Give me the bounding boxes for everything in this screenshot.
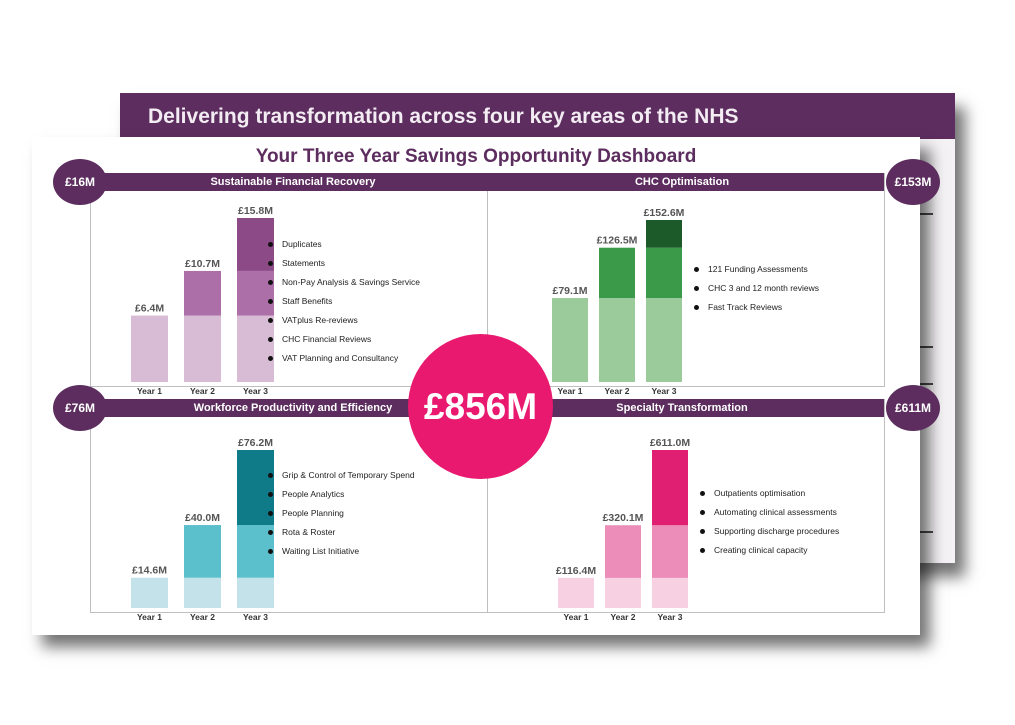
bar-value-label: £76.2M bbox=[238, 437, 273, 449]
initiative-item: People Planning bbox=[268, 508, 415, 527]
bar-chart: £6.4M Year 1 £10.7M Year 2 £15.8M Year 3 bbox=[131, 205, 274, 396]
bar-segment bbox=[646, 298, 682, 382]
quadrant-total-badge: £76M bbox=[53, 385, 107, 431]
bar-value-label: £40.0M bbox=[185, 512, 220, 524]
bar-segment bbox=[605, 525, 641, 578]
year-axis-label: Year 3 bbox=[651, 386, 676, 396]
bar-chart: £79.1M Year 1 £126.5M Year 2 £152.6M Year 3 bbox=[552, 207, 685, 396]
initiative-item: Statements bbox=[268, 258, 420, 277]
bar-value-label: £152.6M bbox=[644, 207, 685, 219]
year-axis-label: Year 1 bbox=[563, 612, 588, 622]
quadrant-workforce-productivity: Workforce Productivity and Efficiency £7… bbox=[53, 385, 495, 622]
quadrant-total-badge: £611M bbox=[886, 385, 940, 431]
initiative-list: Outpatients optimisation Automating clini… bbox=[700, 488, 839, 564]
savings-dashboard: Your Three Year Savings Opportunity Dash… bbox=[32, 137, 940, 635]
quadrant-total-badge: £153M bbox=[886, 159, 940, 205]
bar-value-label: £10.7M bbox=[185, 258, 220, 270]
bar-segment bbox=[237, 218, 274, 271]
quadrant-specialty-transformation: Specialty Transformation £611M £116.4M Ye… bbox=[480, 385, 940, 622]
bar-segment bbox=[558, 577, 594, 608]
year-axis-label: Year 2 bbox=[610, 612, 635, 622]
bar-segment bbox=[599, 247, 635, 299]
bar-segment bbox=[652, 577, 688, 608]
bar-segment bbox=[184, 577, 221, 608]
initiative-item: Outpatients optimisation bbox=[700, 488, 839, 507]
bar-value-label: £15.8M bbox=[238, 205, 273, 217]
quadrant-border bbox=[487, 399, 885, 613]
total-savings-badge: £856M bbox=[408, 334, 553, 479]
bar-segment bbox=[131, 315, 168, 382]
bar-segment bbox=[646, 247, 682, 299]
bar-segment bbox=[184, 525, 221, 578]
initiative-item: Grip & Control of Temporary Spend bbox=[268, 470, 415, 489]
bar-value-label: £116.4M bbox=[556, 565, 597, 577]
bar-segment bbox=[131, 577, 168, 608]
initiative-item: CHC 3 and 12 month reviews bbox=[694, 283, 819, 302]
bar-segment bbox=[652, 450, 688, 526]
initiative-item: Fast Track Reviews bbox=[694, 302, 819, 321]
year-axis-label: Year 3 bbox=[243, 612, 268, 622]
bar-segment bbox=[652, 525, 688, 578]
quadrant-total-badge: £16M bbox=[53, 159, 107, 205]
dashboard-title: Your Three Year Savings Opportunity Dash… bbox=[255, 146, 697, 167]
initiative-item: CHC Financial Reviews bbox=[268, 334, 420, 353]
initiative-item: Duplicates bbox=[268, 239, 420, 258]
bar-segment bbox=[237, 577, 274, 608]
quadrant-chc-optimisation: CHC Optimisation £153M £79.1M Year 1 £126.… bbox=[480, 159, 940, 396]
quadrant-header: Workforce Productivity and Efficiency bbox=[91, 399, 495, 417]
bar-segment bbox=[599, 298, 635, 382]
bar-segment bbox=[237, 270, 274, 316]
bar-value-label: £79.1M bbox=[552, 285, 587, 297]
bar-segment bbox=[605, 577, 641, 608]
initiative-item: Rota & Roster bbox=[268, 527, 415, 546]
background-slide-title: Delivering transformation across four ke… bbox=[148, 105, 739, 128]
quadrant-header: Sustainable Financial Recovery bbox=[91, 173, 495, 191]
year-axis-label: Year 3 bbox=[243, 386, 268, 396]
initiative-list: Duplicates Statements Non-Pay Analysis & S… bbox=[268, 239, 420, 372]
bar-segment bbox=[237, 315, 274, 382]
initiative-list: Grip & Control of Temporary Spend People … bbox=[268, 470, 415, 565]
initiative-item: People Analytics bbox=[268, 489, 415, 508]
initiative-list: 121 Funding Assessments CHC 3 and 12 mont… bbox=[694, 264, 819, 321]
year-axis-label: Year 1 bbox=[557, 386, 582, 396]
bar-segment bbox=[237, 450, 274, 526]
bar-segment bbox=[184, 270, 221, 316]
initiative-item: Supporting discharge procedures bbox=[700, 526, 839, 545]
bar-segment bbox=[646, 220, 682, 248]
bar-chart: £116.4M Year 1 £320.1M Year 2 £611.0M Year 3 bbox=[556, 437, 691, 622]
bar-value-label: £126.5M bbox=[597, 235, 638, 247]
bar-segment bbox=[237, 525, 274, 578]
year-axis-label: Year 1 bbox=[137, 386, 162, 396]
quadrant-border bbox=[487, 173, 885, 387]
initiative-item: Non-Pay Analysis & Savings Service bbox=[268, 277, 420, 296]
quadrant-sustainable-financial-recovery: Sustainable Financial Recovery £16M £6.4… bbox=[53, 159, 495, 396]
initiative-item: VATplus Re-reviews bbox=[268, 315, 420, 334]
bar-segment bbox=[552, 298, 588, 382]
initiative-item: VAT Planning and Consultancy bbox=[268, 353, 420, 372]
year-axis-label: Year 1 bbox=[137, 612, 162, 622]
bar-value-label: £14.6M bbox=[132, 565, 167, 577]
background-slide-header: Delivering transformation across four ke… bbox=[120, 93, 955, 139]
quadrant-header: CHC Optimisation bbox=[480, 173, 884, 191]
bar-segment bbox=[184, 315, 221, 382]
initiative-item: Staff Benefits bbox=[268, 296, 420, 315]
year-axis-label: Year 3 bbox=[657, 612, 682, 622]
bar-value-label: £6.4M bbox=[135, 303, 164, 315]
initiative-item: 121 Funding Assessments bbox=[694, 264, 819, 283]
initiative-item: Creating clinical capacity bbox=[700, 545, 839, 564]
year-axis-label: Year 2 bbox=[604, 386, 629, 396]
initiative-item: Automating clinical assessments bbox=[700, 507, 839, 526]
quadrant-header: Specialty Transformation bbox=[480, 399, 884, 417]
bar-chart: £14.6M Year 1 £40.0M Year 2 £76.2M Year 3 bbox=[131, 437, 274, 622]
initiative-item: Waiting List Initiative bbox=[268, 546, 415, 565]
bar-value-label: £611.0M bbox=[650, 437, 691, 449]
year-axis-label: Year 2 bbox=[190, 386, 215, 396]
bar-value-label: £320.1M bbox=[603, 512, 644, 524]
year-axis-label: Year 2 bbox=[190, 612, 215, 622]
